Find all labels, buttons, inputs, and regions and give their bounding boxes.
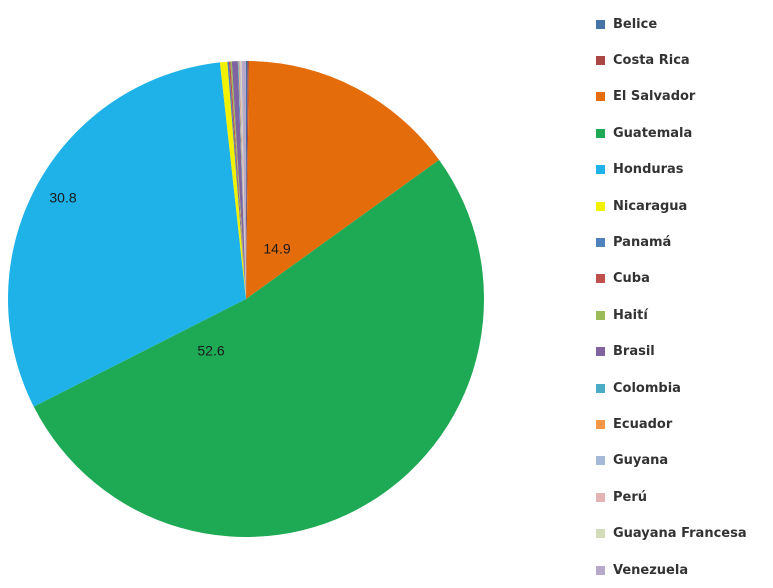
legend-label: Guatemala — [613, 125, 693, 141]
legend-label: Perú — [613, 489, 648, 505]
legend-swatch — [596, 492, 605, 502]
legend-item-honduras: Honduras — [596, 152, 773, 188]
pie-data-labels: 14.9 52.6 30.8 — [49, 190, 290, 359]
pie-slice-ecuador — [238, 61, 246, 300]
legend-swatch — [596, 165, 605, 175]
pie-slice-peru — [240, 61, 246, 300]
legend-item-peru: Perú — [596, 479, 773, 515]
legend-item-belice: Belice — [596, 6, 773, 42]
pie-slice-panama — [227, 61, 246, 300]
legend-label: Panamá — [613, 235, 672, 251]
pie-slice-el-salvador — [246, 61, 440, 299]
pie-slice-guayana-francesa — [240, 61, 246, 299]
legend-item-venezuela: Venezuela — [596, 552, 773, 588]
pie-slices — [8, 60, 485, 538]
pie-slice-honduras — [8, 62, 246, 407]
legend-swatch — [596, 529, 605, 539]
pie-slice-venezuela — [241, 60, 246, 300]
legend-swatch — [596, 92, 605, 102]
data-label-guatemala: 52.6 — [197, 343, 224, 359]
legend-swatch — [596, 201, 605, 211]
pie-slice-haiti — [230, 61, 246, 299]
pie-slice-colombia — [237, 61, 246, 300]
legend-swatch — [596, 128, 605, 138]
data-label-honduras: 30.8 — [49, 190, 76, 206]
legend-item-panama: Panamá — [596, 224, 773, 260]
pie-slice-guatemala — [33, 159, 485, 538]
legend-label: Honduras — [613, 162, 684, 178]
legend-item-brasil: Brasil — [596, 334, 773, 370]
legend-swatch — [596, 56, 605, 66]
legend-item-nicaragua: Nicaragua — [596, 188, 773, 224]
legend-swatch — [596, 383, 605, 393]
pie-slice-belice — [246, 60, 248, 300]
legend: Belice Costa Rica El Salvador Guatemala Hond… — [596, 6, 773, 588]
legend-label: Belice — [613, 16, 658, 32]
legend-label: El Salvador — [613, 89, 696, 105]
legend-item-costa-rica: Costa Rica — [596, 42, 773, 78]
legend-swatch — [596, 19, 605, 29]
legend-swatch — [596, 456, 605, 466]
legend-swatch — [596, 274, 605, 284]
pie-slice-brasil — [231, 61, 246, 299]
legend-label: Brasil — [613, 344, 655, 360]
pie-chart: 14.9 52.6 30.8 — [8, 60, 485, 538]
legend-swatch — [596, 419, 605, 429]
legend-item-el-salvador: El Salvador — [596, 79, 773, 115]
legend-item-guatemala: Guatemala — [596, 115, 773, 151]
legend-swatch — [596, 565, 605, 575]
data-label-el-salvador: 14.9 — [263, 241, 290, 257]
legend-swatch — [596, 238, 605, 248]
legend-item-guyana: Guyana — [596, 443, 773, 479]
legend-label: Haití — [613, 307, 648, 323]
legend-item-colombia: Colombia — [596, 370, 773, 406]
legend-label: Guyana — [613, 453, 669, 469]
legend-label: Costa Rica — [613, 53, 690, 69]
legend-label: Ecuador — [613, 416, 673, 432]
legend-item-ecuador: Ecuador — [596, 406, 773, 442]
legend-swatch — [596, 310, 605, 320]
legend-item-cuba: Cuba — [596, 261, 773, 297]
pie-slice-cuba — [228, 61, 246, 299]
legend-label: Guayana Francesa — [613, 526, 747, 542]
pie-slice-costa-rica — [246, 61, 249, 299]
pie-slice-nicaragua — [219, 61, 246, 300]
legend-item-haiti: Haití — [596, 297, 773, 333]
legend-swatch — [596, 347, 605, 357]
legend-label: Colombia — [613, 380, 681, 396]
legend-item-guayana-francesa: Guayana Francesa — [596, 515, 773, 551]
legend-label: Nicaragua — [613, 198, 688, 214]
pie-slice-guyana — [239, 61, 246, 299]
legend-label: Cuba — [613, 271, 650, 287]
legend-label: Venezuela — [613, 562, 689, 578]
